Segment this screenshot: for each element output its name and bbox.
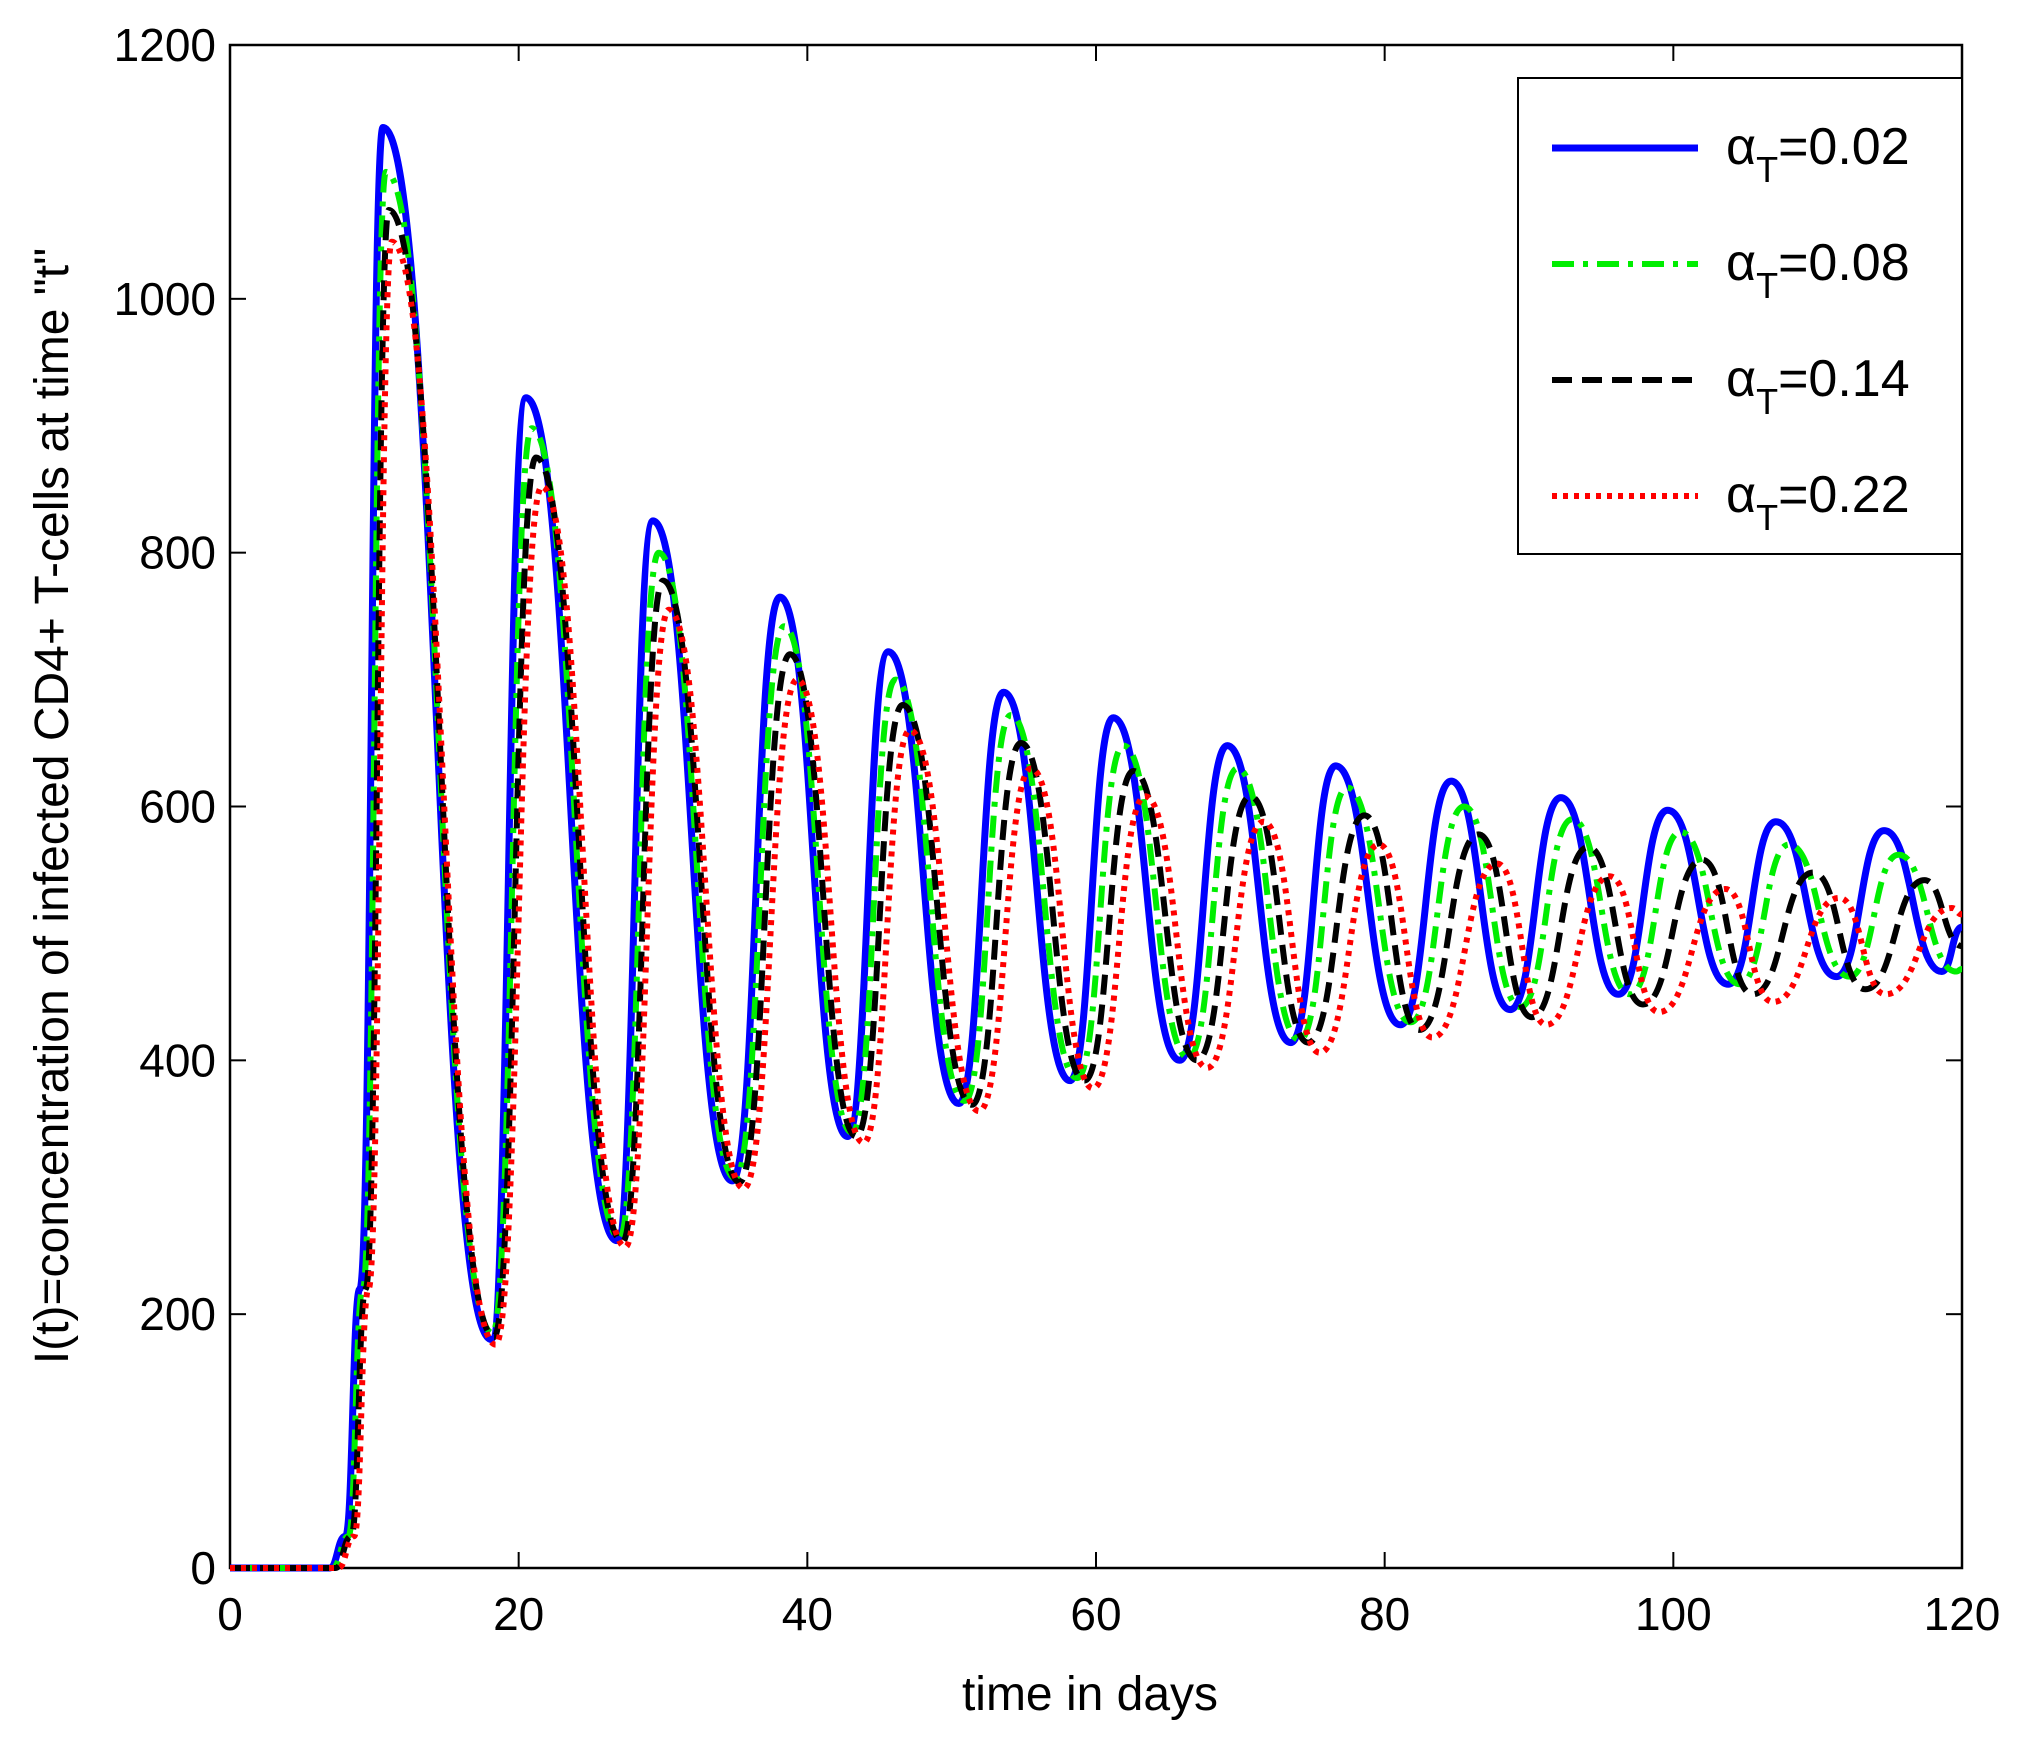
y-tick-label: 1200 xyxy=(114,19,216,71)
legend-value: =0.14 xyxy=(1778,350,1910,408)
y-tick-label: 200 xyxy=(139,1288,216,1340)
legend-label-1: αT=0.02 xyxy=(1726,118,1910,190)
legend-subscript: T xyxy=(1756,497,1778,538)
x-tick-label: 60 xyxy=(1070,1588,1121,1640)
x-tick-label: 80 xyxy=(1359,1588,1410,1640)
series-line-2 xyxy=(230,168,1963,1571)
x-tick-label: 0 xyxy=(217,1588,243,1640)
legend-subscript: T xyxy=(1756,149,1778,190)
legend-label-3: αT=0.14 xyxy=(1726,350,1910,422)
legend-subscript: T xyxy=(1756,381,1778,422)
legend-value: =0.22 xyxy=(1778,466,1910,524)
legend-symbol: α xyxy=(1726,234,1756,292)
y-axis-label: I(t)=concentration of infected CD4+ T-ce… xyxy=(26,248,79,1364)
series-line-4 xyxy=(230,238,1963,1571)
legend-symbol: α xyxy=(1726,350,1756,408)
series-layer xyxy=(230,124,1964,1572)
y-tick-label: 600 xyxy=(139,781,216,833)
y-tick-label: 400 xyxy=(139,1034,216,1086)
legend-value: =0.08 xyxy=(1778,234,1910,292)
x-tick-label: 120 xyxy=(1924,1588,2001,1640)
x-tick-label: 40 xyxy=(782,1588,833,1640)
legend-subscript: T xyxy=(1756,265,1778,306)
legend-value: =0.02 xyxy=(1778,118,1910,176)
series-line-3 xyxy=(230,207,1963,1571)
series-line-1 xyxy=(230,124,1964,1572)
x-axis-label: time in days xyxy=(962,1668,1218,1721)
x-tick-label: 100 xyxy=(1635,1588,1712,1640)
x-tick-label: 20 xyxy=(493,1588,544,1640)
legend-symbol: α xyxy=(1726,466,1756,524)
y-tick-label: 1000 xyxy=(114,273,216,325)
legend-box xyxy=(1517,77,1963,555)
y-tick-label: 800 xyxy=(139,527,216,579)
legend-label-2: αT=0.08 xyxy=(1726,234,1910,306)
legend-label-4: αT=0.22 xyxy=(1726,466,1910,538)
y-tick-label: 0 xyxy=(190,1542,216,1594)
legend-symbol: α xyxy=(1726,118,1756,176)
